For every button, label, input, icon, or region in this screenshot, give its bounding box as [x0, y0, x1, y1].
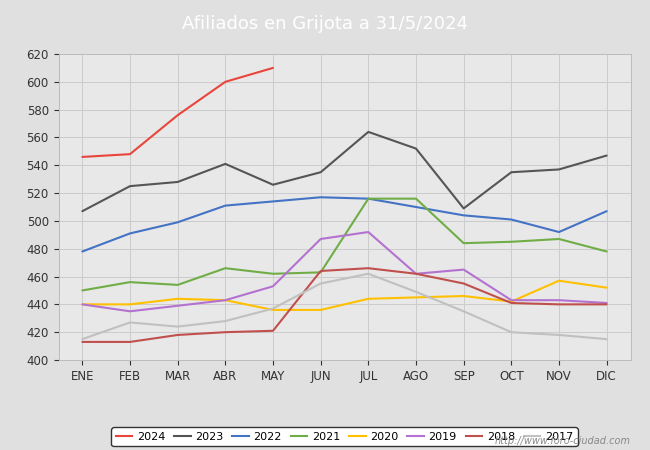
Legend: 2024, 2023, 2022, 2021, 2020, 2019, 2018, 2017: 2024, 2023, 2022, 2021, 2020, 2019, 2018… [111, 428, 578, 446]
Text: http://www.foro-ciudad.com: http://www.foro-ciudad.com [495, 436, 630, 446]
Text: Afiliados en Grijota a 31/5/2024: Afiliados en Grijota a 31/5/2024 [182, 14, 468, 33]
